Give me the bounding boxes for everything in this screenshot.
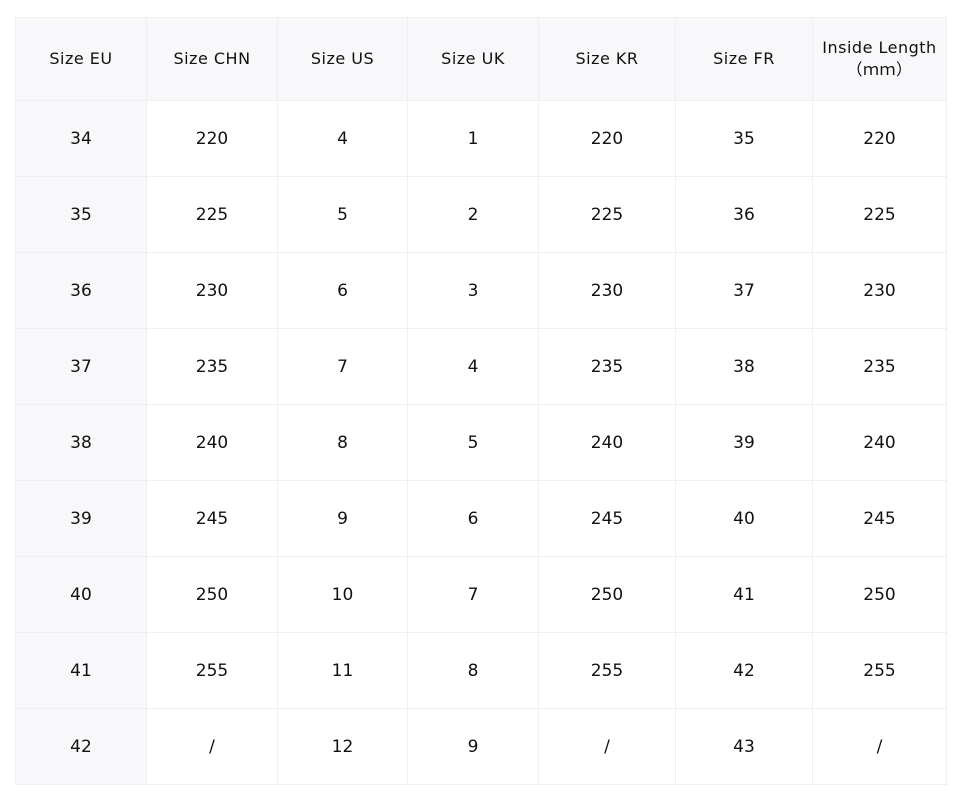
table-cell: 230	[538, 252, 676, 329]
table-cell: 7	[277, 328, 408, 405]
table-row: 38 240 8 5 240 39 240	[15, 404, 947, 481]
table-cell: 230	[812, 252, 947, 329]
column-header: Size KR	[538, 17, 676, 101]
table-cell: 240	[812, 404, 947, 481]
column-header: Size EU	[15, 17, 147, 101]
table-cell: /	[146, 708, 278, 785]
table-cell: 245	[812, 480, 947, 557]
table-cell: 38	[675, 328, 813, 405]
table-cell: 3	[407, 252, 539, 329]
table-cell: 35	[15, 176, 147, 253]
table-row: 42/12 9/43/	[15, 708, 947, 785]
table-cell: 245	[538, 480, 676, 557]
table-cell: 36	[675, 176, 813, 253]
table-cell: 250	[538, 556, 676, 633]
table-cell: 225	[146, 176, 278, 253]
table-cell: 240	[538, 404, 676, 481]
table-cell: 230	[146, 252, 278, 329]
table-cell: 7	[407, 556, 539, 633]
table-cell: 6	[407, 480, 539, 557]
table-cell: 220	[812, 100, 947, 177]
table-row: 37 235 7 4 235 38 235	[15, 328, 947, 405]
table-cell: 11	[277, 632, 408, 709]
size-chart-table: Size EU Size CHN Size US Size UK Size KR Size…	[15, 17, 947, 785]
table-cell: 42	[15, 708, 147, 785]
column-header: Size UK	[407, 17, 539, 101]
table-row: 41 255 11 8 255 42 255	[15, 632, 947, 709]
table-cell: 10	[277, 556, 408, 633]
table-cell: 9	[277, 480, 408, 557]
table-cell: 9	[407, 708, 539, 785]
table-cell: 12	[277, 708, 408, 785]
table-cell: 41	[15, 632, 147, 709]
table-cell: 255	[146, 632, 278, 709]
table-cell: 37	[15, 328, 147, 405]
header-row: Size EU Size CHN Size US Size UK Size KR Size…	[15, 17, 947, 101]
table-cell: 2	[407, 176, 539, 253]
table-cell: 43	[675, 708, 813, 785]
table-cell: 240	[146, 404, 278, 481]
table-row: 35 225 5 2 225 36 225	[15, 176, 947, 253]
table-cell: 41	[675, 556, 813, 633]
table-cell: 235	[146, 328, 278, 405]
table-cell: 5	[407, 404, 539, 481]
table-cell: 220	[538, 100, 676, 177]
table-cell: 4	[277, 100, 408, 177]
table-cell: 36	[15, 252, 147, 329]
table-cell: 37	[675, 252, 813, 329]
column-header: Size FR	[675, 17, 813, 101]
table-row: 34 220 4 1 220 35 220	[15, 100, 947, 177]
table-cell: 235	[538, 328, 676, 405]
table-cell: 6	[277, 252, 408, 329]
table-row: 36 230 6 3 230 37 230	[15, 252, 947, 329]
table-cell: 4	[407, 328, 539, 405]
table-cell: 34	[15, 100, 147, 177]
table-cell: 225	[538, 176, 676, 253]
column-header: Size CHN	[146, 17, 278, 101]
table-cell: 39	[675, 404, 813, 481]
table-cell: /	[812, 708, 947, 785]
table-cell: 5	[277, 176, 408, 253]
column-header: Size US	[277, 17, 408, 101]
table-cell: 8	[277, 404, 408, 481]
table-cell: 35	[675, 100, 813, 177]
table-cell: 40	[15, 556, 147, 633]
table-cell: 38	[15, 404, 147, 481]
table-cell: 220	[146, 100, 278, 177]
table-cell: 40	[675, 480, 813, 557]
table-cell: 42	[675, 632, 813, 709]
table-cell: 1	[407, 100, 539, 177]
table-cell: 255	[812, 632, 947, 709]
table-cell: 225	[812, 176, 947, 253]
column-header: Inside Length （ｍｍ）	[812, 17, 947, 101]
table-row: 39 245 9 6 245 40 245	[15, 480, 947, 557]
table-cell: 235	[812, 328, 947, 405]
table-cell: 250	[146, 556, 278, 633]
table-cell: 39	[15, 480, 147, 557]
table-cell: 250	[812, 556, 947, 633]
table-row: 40 250 10 7 250 41 250	[15, 556, 947, 633]
table-cell: 255	[538, 632, 676, 709]
table-cell: 8	[407, 632, 539, 709]
table-cell: 245	[146, 480, 278, 557]
table-cell: /	[538, 708, 676, 785]
